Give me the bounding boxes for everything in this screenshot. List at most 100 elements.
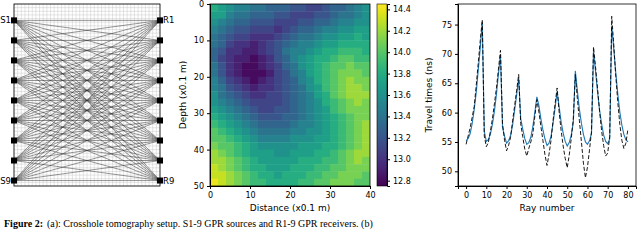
ray — [14, 80, 160, 180]
cell — [338, 164, 346, 172]
panel-a: S1S9R1R9 — [0, 4, 174, 186]
cell — [250, 142, 258, 150]
ray — [14, 80, 160, 180]
cell — [290, 179, 298, 186]
cell — [282, 99, 290, 107]
cell — [314, 19, 322, 27]
receiver — [157, 158, 163, 164]
cell — [258, 48, 266, 56]
cell — [266, 150, 274, 158]
axis: 01020304050 — [194, 0, 211, 191]
ray — [14, 20, 160, 80]
cell — [282, 40, 290, 48]
axis: 505560657075 — [442, 5, 459, 187]
cell — [250, 48, 258, 56]
cell — [306, 157, 314, 165]
cell — [266, 48, 274, 56]
cell — [338, 33, 346, 41]
cell — [266, 91, 274, 99]
tick-label: 65 — [442, 79, 452, 88]
cell — [330, 113, 338, 121]
cell — [362, 142, 370, 150]
cell — [210, 26, 218, 34]
cell — [346, 91, 354, 99]
cell — [330, 48, 338, 56]
cell — [282, 135, 290, 143]
cell — [242, 106, 250, 114]
cell — [234, 11, 242, 19]
cell — [234, 91, 242, 99]
tick-mark — [547, 186, 548, 189]
cell — [346, 120, 354, 128]
cell — [218, 26, 226, 34]
tick: 55 — [442, 138, 458, 147]
cell — [250, 113, 258, 121]
cell — [298, 77, 306, 85]
cell — [338, 55, 346, 63]
cell — [298, 157, 306, 165]
cell — [330, 128, 338, 136]
tick-label: 40 — [194, 146, 204, 155]
cell — [354, 135, 362, 143]
cell — [210, 77, 218, 85]
tick-mark — [250, 186, 251, 189]
tick-mark — [207, 4, 210, 5]
cell — [226, 40, 234, 48]
cell — [290, 48, 298, 56]
tick-label: 0 — [199, 0, 204, 9]
tick-label: 30 — [522, 191, 532, 200]
grid-line — [14, 18, 160, 19]
tick-label: 20 — [285, 191, 295, 200]
cell — [354, 157, 362, 165]
cell — [298, 171, 306, 179]
cell — [274, 91, 282, 99]
cell — [266, 19, 274, 27]
receiver — [157, 77, 163, 83]
cell — [290, 11, 298, 19]
cell — [322, 171, 330, 179]
cell — [322, 84, 330, 92]
grid-line — [14, 138, 160, 139]
cell — [330, 106, 338, 114]
cell — [210, 48, 218, 56]
cell — [226, 120, 234, 128]
cell — [322, 91, 330, 99]
cell — [346, 171, 354, 179]
source — [11, 117, 17, 123]
grid-line — [14, 36, 160, 37]
cell — [258, 11, 266, 19]
cell — [362, 33, 370, 41]
cell — [258, 84, 266, 92]
cell — [314, 4, 322, 12]
ray — [14, 20, 160, 140]
cell — [298, 179, 306, 186]
tick-label: 13.6 — [393, 91, 411, 100]
cell — [274, 19, 282, 27]
cell — [346, 26, 354, 34]
cell — [250, 55, 258, 63]
cell — [258, 106, 266, 114]
receiver — [157, 37, 163, 43]
cell — [330, 164, 338, 172]
cell — [298, 106, 306, 114]
grid-line — [14, 98, 160, 99]
cell — [338, 150, 346, 158]
cell — [290, 164, 298, 172]
cell — [346, 55, 354, 63]
cell — [314, 142, 322, 150]
cell — [258, 33, 266, 41]
tick-mark — [455, 25, 458, 26]
tick: 14.4 — [387, 5, 411, 14]
cell — [218, 142, 226, 150]
cell — [330, 150, 338, 158]
cell — [338, 77, 346, 85]
cell — [242, 142, 250, 150]
cell — [258, 91, 266, 99]
cell — [306, 135, 314, 143]
tick: 13.6 — [387, 91, 411, 100]
grid-line — [14, 76, 160, 77]
cell — [266, 106, 274, 114]
cell — [338, 91, 346, 99]
cell — [338, 26, 346, 34]
cell — [266, 11, 274, 19]
